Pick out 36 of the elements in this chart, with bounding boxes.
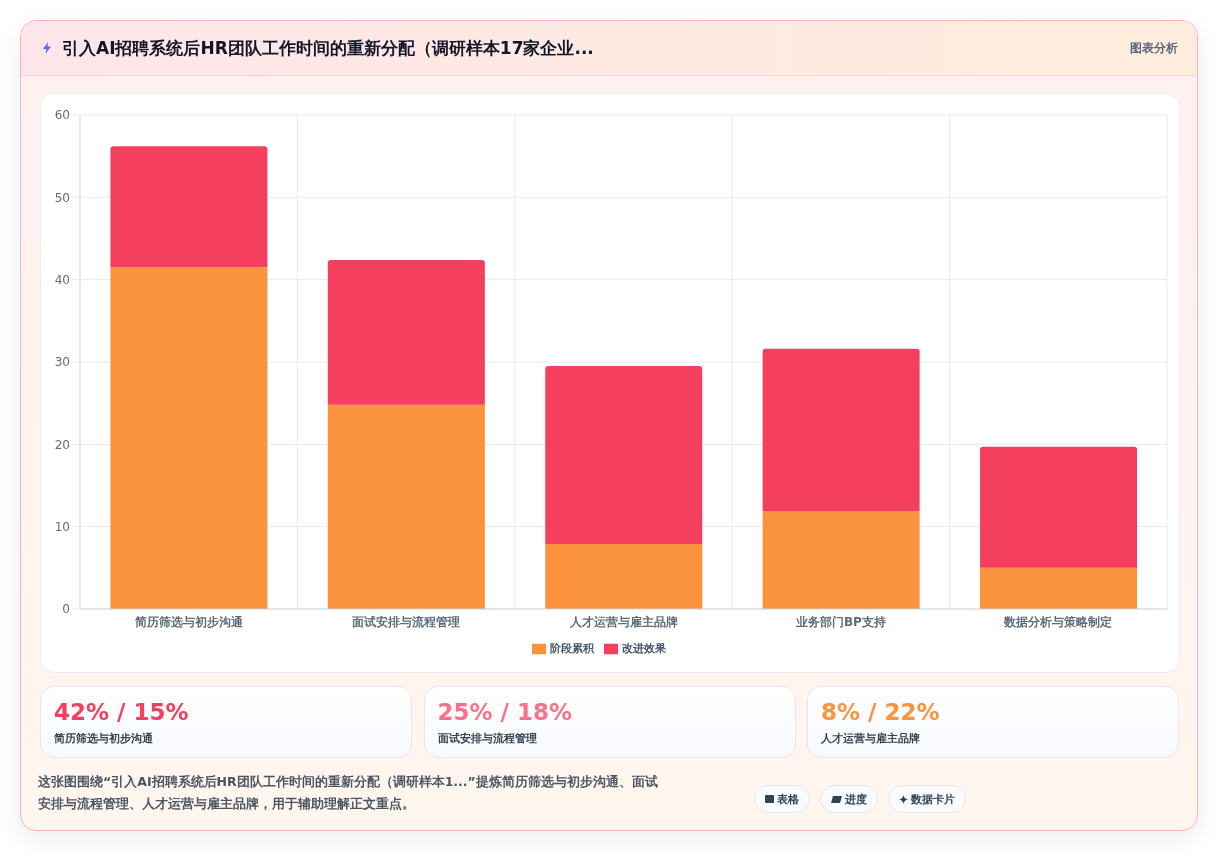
legend-label: 阶段累积: [549, 642, 594, 655]
bar: [110, 146, 268, 268]
x-tick-label: 简历筛选与初步沟通: [133, 614, 244, 629]
text: 8% / 22%: [821, 699, 940, 725]
bar: [762, 511, 920, 609]
bar: [762, 348, 920, 512]
text: 进度: [845, 791, 867, 807]
text: 这张图围绕“引入AI招聘系统后HR团队工作时间的重新分配（调研样本1...”提炼简历筛选与初步沟通、面试安排与流程管理、人才运营与雇主品牌，用于辅助理解正文重点。: [38, 774, 658, 811]
y-tick-label: 20: [54, 437, 70, 452]
bar: [327, 259, 485, 405]
text: 42% / 15%: [54, 699, 189, 725]
bar: [980, 567, 1138, 609]
x-tick-label: 面试安排与流程管理: [351, 614, 461, 629]
x-tick-label: 数据分析与策略制定: [1003, 614, 1113, 629]
text: 简历筛选与初步沟通: [54, 732, 153, 745]
bar: [980, 446, 1138, 568]
y-tick-label: 30: [54, 355, 70, 370]
y-tick-label: 10: [54, 519, 70, 534]
y-tick-label: 40: [54, 272, 70, 287]
y-tick-label: 0: [62, 602, 70, 617]
bar: [545, 543, 703, 609]
text: 人才运营与雇主品牌: [821, 732, 920, 745]
x-tick-label: 业务部门BP支持: [794, 614, 886, 629]
bar: [327, 404, 485, 609]
y-tick-label: 60: [54, 108, 70, 123]
text: 表格: [777, 791, 799, 807]
chart-title: 引入AI招聘系统后HR团队工作时间的重新分配（调研样本17家企业...: [62, 38, 594, 58]
bar: [545, 366, 703, 544]
text: 数据卡片: [911, 791, 955, 807]
text: 25% / 18%: [437, 699, 573, 725]
bar: [110, 267, 268, 609]
legend-label: 改进效果: [621, 642, 666, 655]
text: 图表分析: [1130, 41, 1178, 55]
x-tick-label: 人才运营与雇主品牌: [568, 614, 678, 629]
y-tick-label: 50: [54, 190, 70, 205]
text: 面试安排与流程管理: [437, 732, 537, 745]
